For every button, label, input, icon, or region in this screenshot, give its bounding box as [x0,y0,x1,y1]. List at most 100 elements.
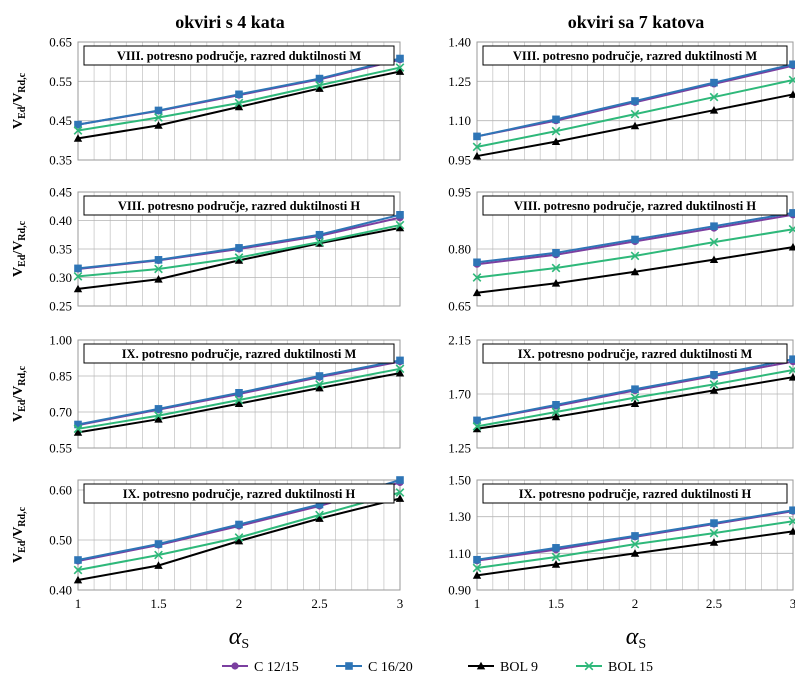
chart-panel: 0.55 0.70 0.85 1.00 IX. potresno područje, r… [49,333,404,456]
data-point [552,116,560,124]
y-tick-label: 0.35 [49,242,72,257]
y-tick-label: 0.40 [49,213,72,228]
data-point [710,519,718,527]
y-tick-label: 1.10 [448,113,471,128]
y-tick-label: 0.45 [49,185,72,200]
chart-panel: 0.65 0.80 0.95 VIII. potresno područje, raz… [448,185,795,314]
y-tick-label: 0.95 [448,185,471,200]
y-tick-label: 0.85 [49,369,72,384]
data-point [396,55,404,63]
chart-panel: 0.25 0.30 0.35 0.40 0.45 VIII. potresno podru… [49,185,404,314]
data-point [552,544,560,552]
chart-panel: 1.25 1.70 2.15 IX. potresno područje, razre… [448,333,795,456]
data-point [789,60,795,68]
panel-label: IX. potresno područje, razred duktilnost… [519,487,752,501]
y-tick-label: 1.00 [49,333,72,348]
data-point [316,75,324,83]
x-axis-label: αS [626,624,646,652]
y-axis-label: VEd/VRd,c [11,220,28,277]
y-tick-label: 0.35 [49,153,72,168]
y-tick-label: 0.30 [49,270,72,285]
data-point [74,265,82,273]
column-title-right: okviri sa 7 katova [568,12,705,32]
data-point [631,532,639,540]
x-axis-label: αS [229,624,249,652]
data-point [396,357,404,365]
column-title-left: okviri s 4 kata [175,12,285,32]
data-point [789,90,795,98]
data-point [235,244,243,252]
x-tick-label: 3 [397,596,404,611]
data-point [710,79,718,87]
data-point [396,211,404,219]
legend-label: BOL 9 [500,660,538,675]
panel-label: VIII. potresno područje, razred duktilno… [118,199,361,213]
data-point [235,91,243,99]
y-tick-label: 0.80 [448,242,471,257]
y-tick-label: 1.30 [448,509,471,524]
data-point [155,107,163,115]
x-tick-label: 2.5 [706,596,722,611]
chart-panel: 0.901.101.301.501 1.5 2 2.5 3IX. potresno po… [448,473,795,612]
legend-label: C 16/20 [368,660,413,675]
x-tick-label: 1.5 [150,596,166,611]
x-tick-label: 3 [790,596,795,611]
x-tick-label: 2 [632,596,639,611]
legend-entry: C 12/15 [222,660,299,675]
y-tick-label: 0.40 [49,583,72,598]
legend-swatch-marker [231,662,238,669]
panel-label: VIII. potresno područje, razred duktilno… [514,199,757,213]
data-point [789,209,795,217]
panel-label: IX. potresno područje, razred duktilnost… [122,347,357,361]
y-tick-label: 0.25 [49,299,72,314]
x-tick-label: 1.5 [548,596,564,611]
y-tick-label: 0.45 [49,113,72,128]
x-tick-label: 2 [236,596,243,611]
data-point [316,372,324,380]
data-point [631,385,639,393]
data-point [631,97,639,105]
data-point [552,249,560,257]
legend-label: C 12/15 [254,660,299,675]
data-point [473,556,481,564]
legend-entry: BOL 9 [468,660,538,675]
data-point [473,259,481,267]
data-point [155,256,163,264]
data-point [74,556,82,564]
y-tick-label: 1.25 [448,74,471,89]
y-tick-label: 1.25 [448,441,471,456]
panel-label: VIII. potresno područje, razred duktilno… [513,49,758,63]
y-tick-label: 0.70 [49,405,72,420]
y-tick-label: 0.55 [49,441,72,456]
y-tick-label: 1.40 [448,35,471,50]
legend-swatch-marker [345,662,353,670]
chart-panel: 0.400.500.601 1.5 2 2.5 3IX. potresno područ… [49,476,404,611]
data-point [316,231,324,239]
y-tick-label: 1.70 [448,387,471,402]
data-point [710,222,718,230]
y-tick-label: 0.60 [49,483,72,498]
y-tick-label: 0.65 [49,35,72,50]
y-tick-label: 0.55 [49,74,72,89]
data-point [710,371,718,379]
y-tick-label: 0.90 [448,583,471,598]
data-point [789,506,795,514]
y-axis-label: VEd/VRd,c [11,506,28,563]
y-axis-label: VEd/VRd,c [11,365,28,422]
data-point [155,405,163,413]
legend-label: BOL 15 [608,660,653,675]
data-point [235,389,243,397]
data-point [552,401,560,409]
legend-entry: BOL 15 [576,660,653,675]
data-point [155,540,163,548]
panel-label: IX. potresno područje, razred duktilnost… [123,487,356,501]
x-tick-label: 1 [474,596,481,611]
panel-label: IX. potresno područje, razred duktilnost… [518,347,753,361]
legend-entry: C 16/20 [336,660,413,675]
y-axis-label: VEd/VRd,c [11,72,28,129]
data-point [631,236,639,244]
panel-label: VIII. potresno područje, razred duktilno… [117,49,362,63]
y-tick-label: 0.50 [49,533,72,548]
y-tick-label: 2.15 [448,333,471,348]
